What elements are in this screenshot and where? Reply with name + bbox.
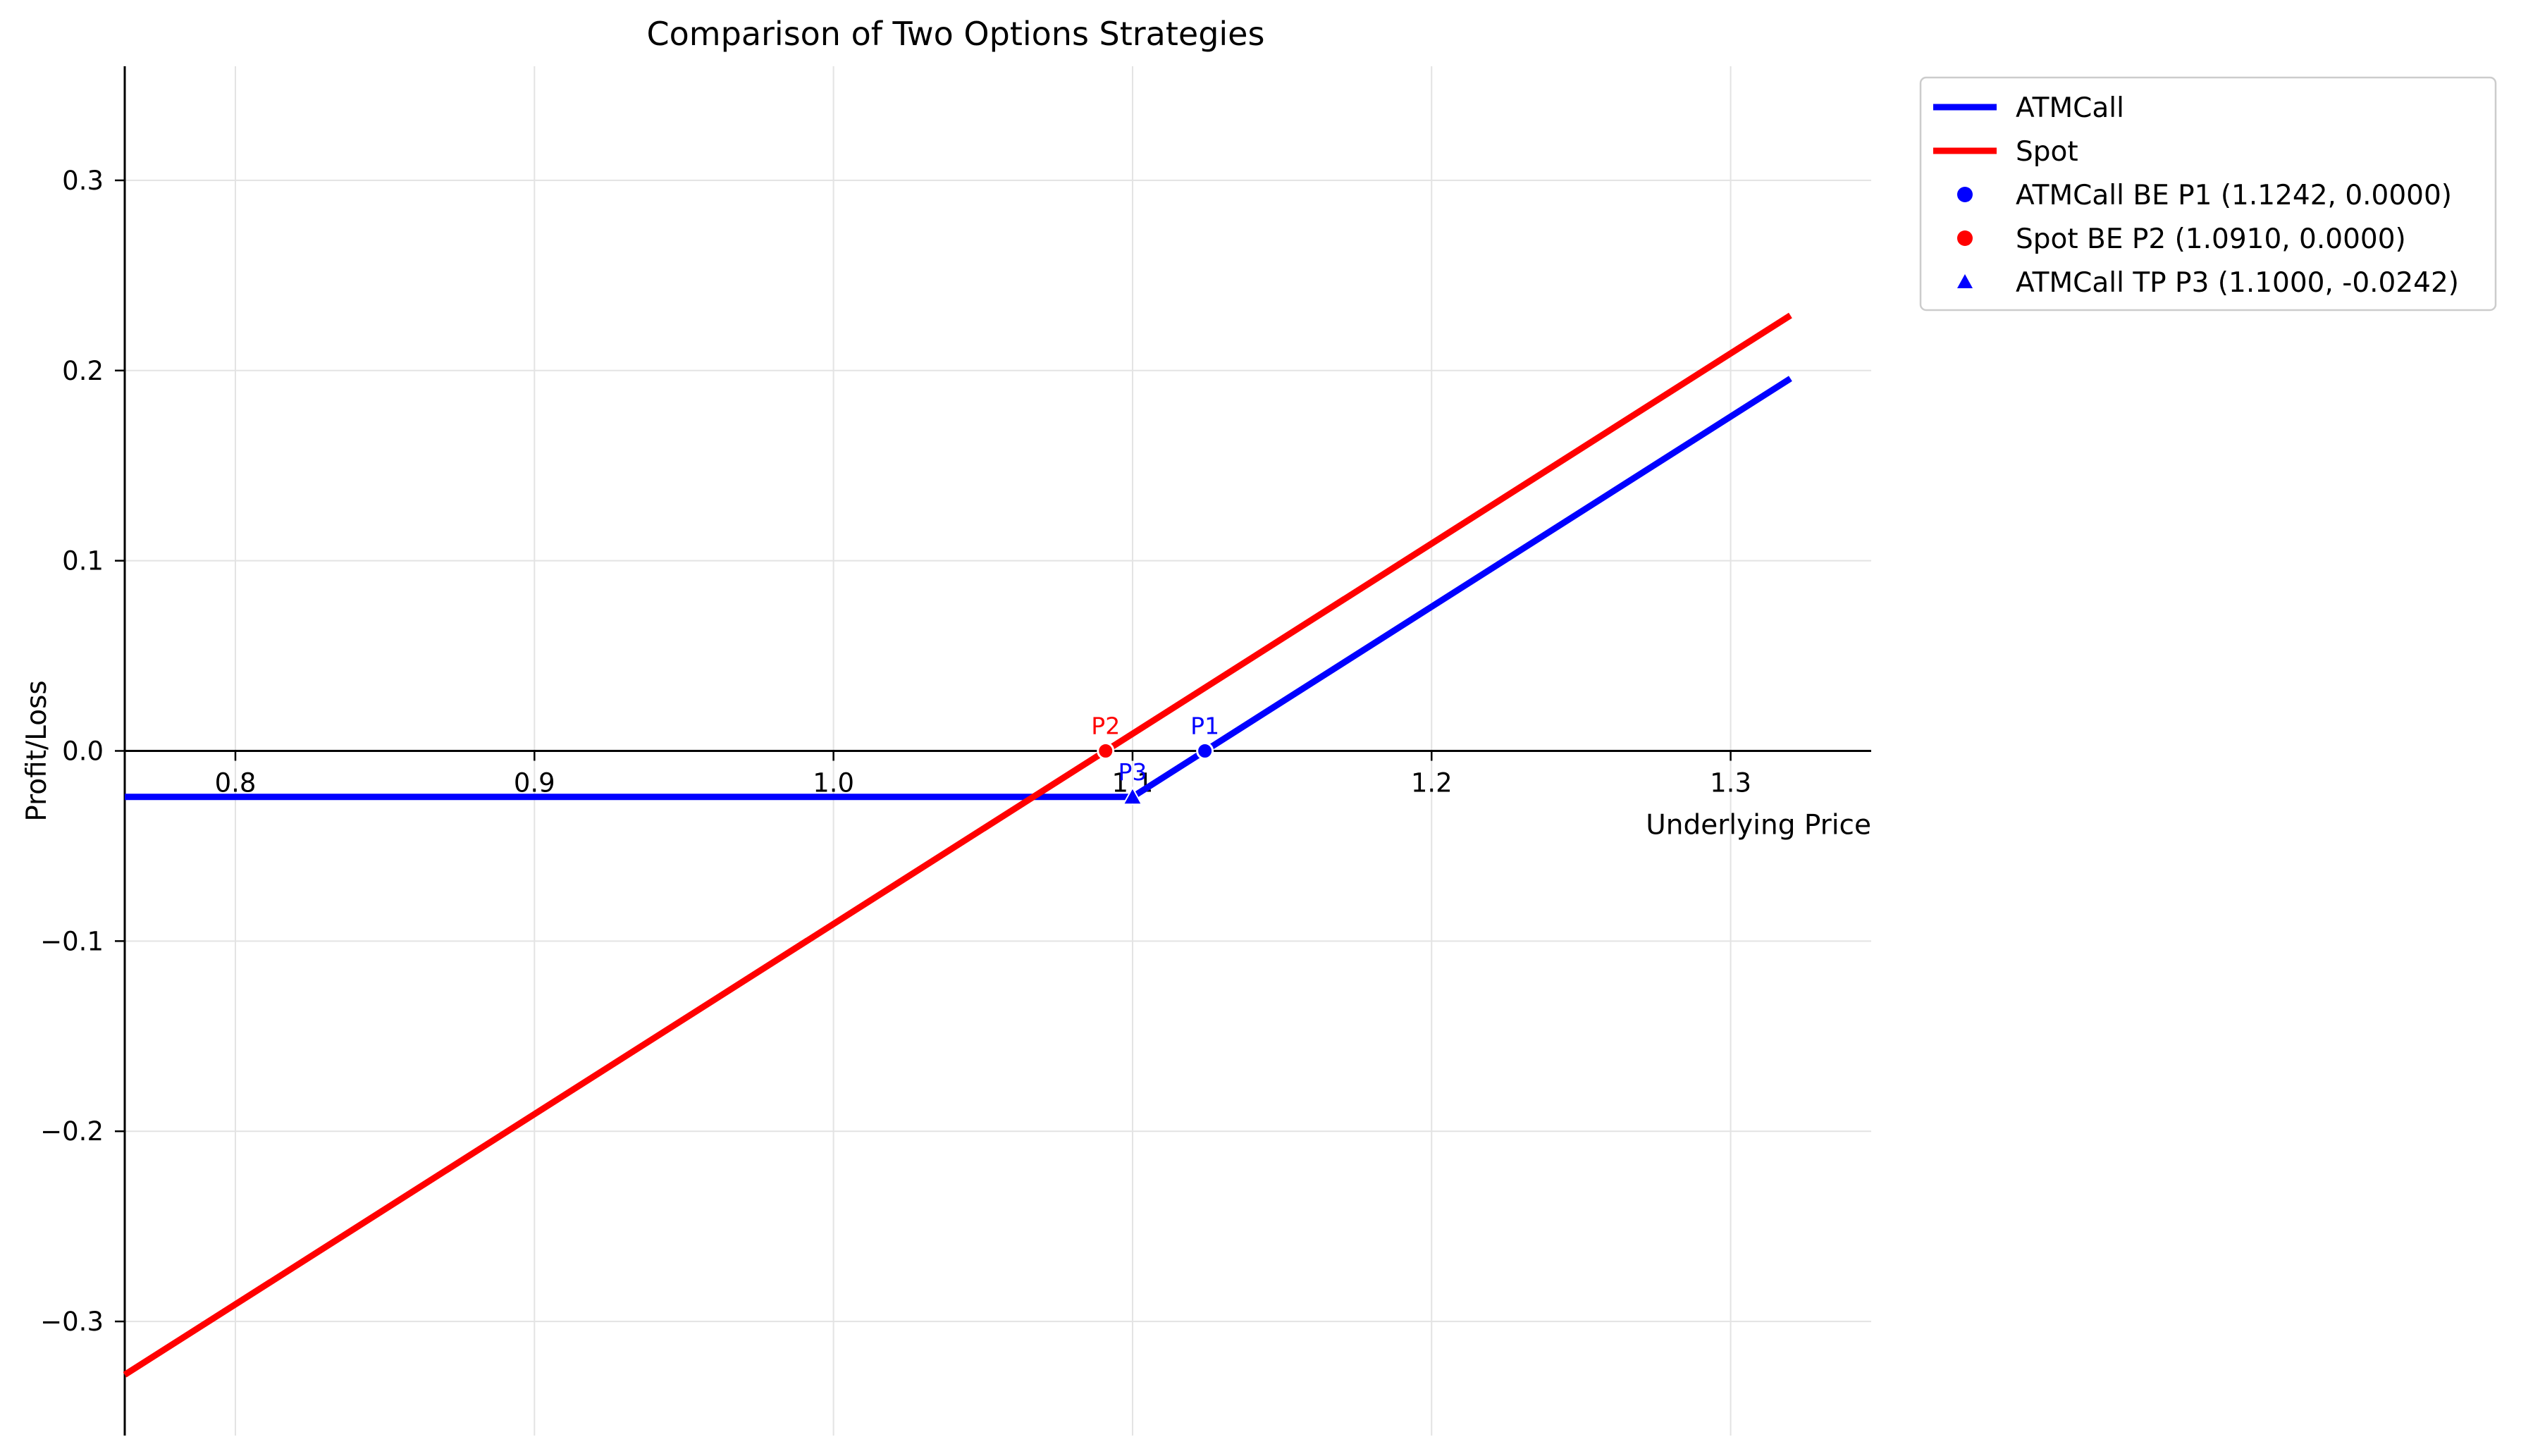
series-line-spot: [123, 312, 1792, 1378]
point-marker-p2: [1097, 742, 1115, 760]
y-tick-label: 0.2: [62, 356, 104, 386]
y-tick-label: −0.1: [40, 926, 104, 956]
legend-label-p3: ATMCall TP P3 (1.1000, -0.0242): [2016, 267, 2459, 299]
legend-marker-p1: [1957, 187, 1973, 202]
point-label-p3: P3: [1118, 758, 1147, 786]
point-marker-p1: [1196, 742, 1214, 760]
legend: ATMCall Spot ATMCall BE P1 (1.1242, 0.0000…: [1919, 76, 2497, 311]
y-tick-label: −0.2: [40, 1116, 104, 1147]
legend-marker-p2: [1957, 230, 1973, 246]
legend-label-spot: Spot: [2016, 136, 2078, 168]
point-marker-p3: [1122, 786, 1143, 806]
x-tick-label: 0.9: [514, 768, 555, 798]
legend-label-p2: Spot BE P2 (1.0910, 0.0000): [2016, 223, 2406, 255]
y-tick-label: −0.3: [40, 1307, 104, 1337]
y-tick-label: 0.1: [62, 546, 104, 576]
series-line-atmcall: [125, 376, 1792, 801]
y-axis-label: Profit/Loss: [21, 680, 53, 821]
legend-label-atmcall: ATMCall: [2016, 92, 2124, 124]
point-label-p1: P1: [1190, 712, 1219, 740]
x-tick-label: 0.8: [215, 768, 257, 798]
axes: 0.8 0.9 1.0 1.1 1.2 1.30.30.20.10.0−0.1−0.2−0…: [21, 15, 1871, 1436]
labels-layer: P1 P2 P3: [1091, 712, 1219, 786]
y-tick-label: 0.3: [62, 166, 104, 196]
x-tick-label: 1.2: [1411, 768, 1453, 798]
chart-title: Comparison of Two Options Strategies: [647, 15, 1265, 53]
legend-box: [1919, 76, 2497, 311]
x-tick-label: 1.0: [813, 768, 854, 798]
point-label-p2: P2: [1091, 712, 1120, 740]
series-layer: [123, 312, 1792, 1378]
x-tick-label: 1.3: [1710, 768, 1751, 798]
x-axis-label: Underlying Price: [1646, 810, 1871, 841]
points-layer: [1097, 742, 1214, 806]
legend-label-p1: ATMCall BE P1 (1.1242, 0.0000): [2016, 180, 2452, 211]
legend-marker-p3: [1957, 274, 1973, 288]
y-tick-label: 0.0: [62, 736, 104, 767]
